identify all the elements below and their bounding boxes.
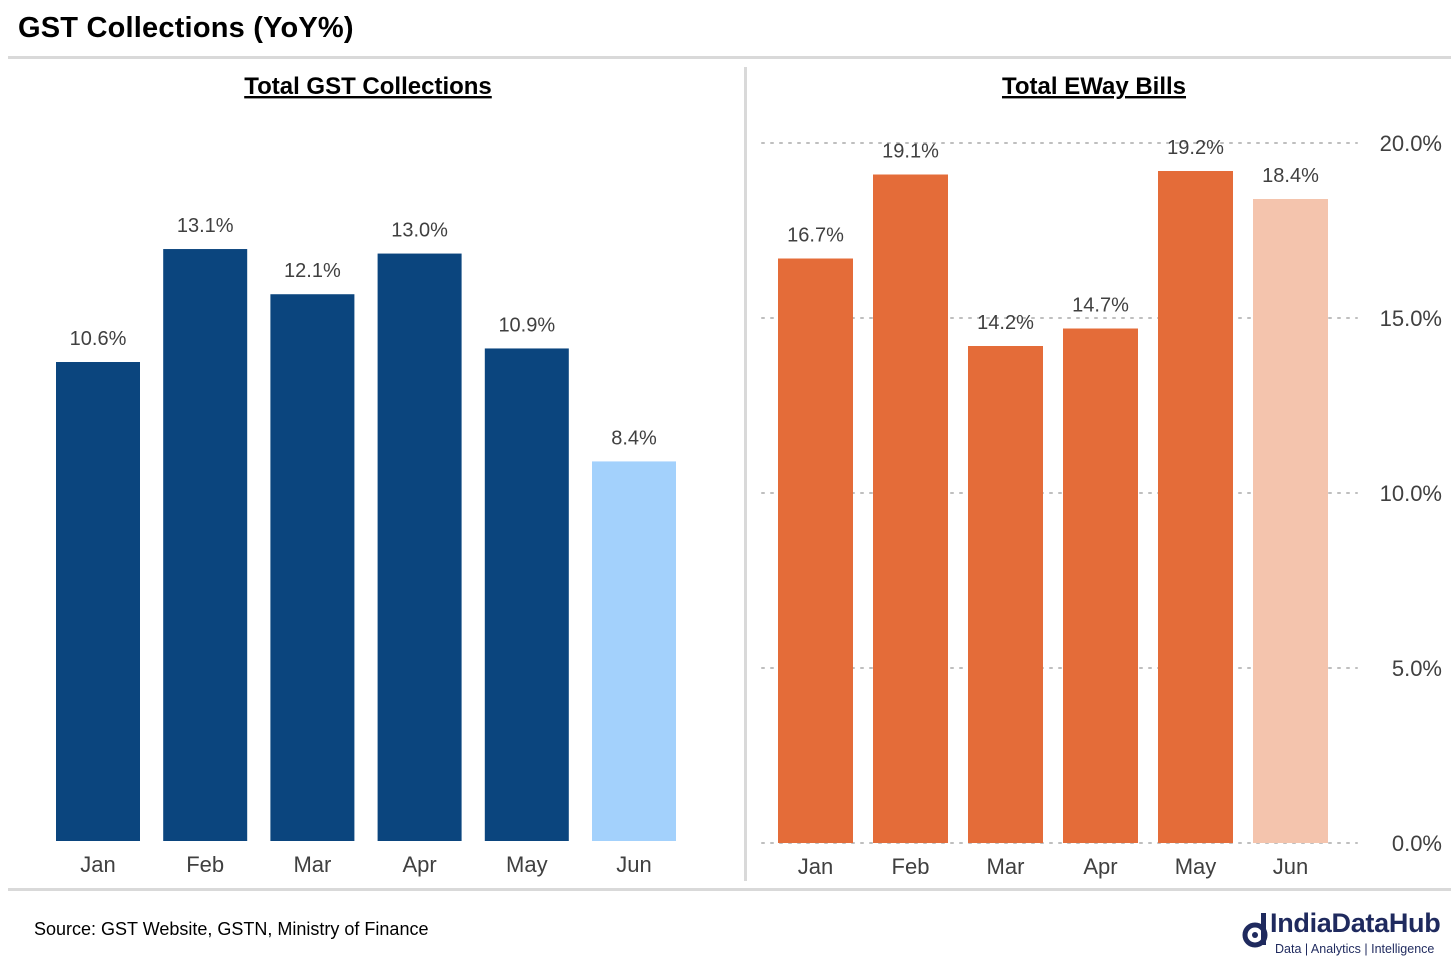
bar (56, 362, 140, 841)
logo-name: IndiaDataHub (1270, 908, 1441, 938)
chart-title: Total GST Collections (244, 73, 492, 100)
bottom-divider (8, 888, 1451, 891)
x-tick-label: Jan (80, 852, 115, 877)
gst-collections-chart: Total GST Collections 10.6% Jan 13.1% Feb 12… (56, 73, 676, 877)
data-label: 13.0% (391, 220, 448, 242)
data-label: 12.1% (284, 260, 341, 282)
x-tick-label: Apr (402, 852, 436, 877)
data-label: 18.4% (1262, 165, 1319, 187)
x-tick-label: May (506, 852, 548, 877)
y-tick-label: 5.0% (1392, 656, 1442, 681)
x-tick-label: Jan (798, 854, 833, 879)
x-tick-label: Jun (616, 852, 651, 877)
logo-tagline: Data | Analytics | Intelligence (1275, 942, 1435, 956)
data-label: 14.2% (977, 312, 1034, 334)
bar (377, 253, 462, 841)
source-note: Source: GST Website, GSTN, Ministry of F… (34, 919, 429, 939)
y-tick-label: 20.0% (1380, 131, 1442, 156)
eway-bills-chart: Total EWay Bills 0.0% 5.0% 10.0% 15.0% 20.0%… (761, 73, 1442, 879)
page-title: GST Collections (YoY%) (18, 12, 354, 44)
bar (778, 258, 853, 843)
panel-divider (744, 67, 747, 881)
plot-area: 10.6% Jan 13.1% Feb 12.1% Mar 13.0% Apr 10.9% May… (56, 215, 676, 877)
bar (270, 294, 355, 841)
x-tick-label: Feb (186, 852, 224, 877)
x-tick-label: May (1175, 854, 1217, 879)
data-label: 8.4% (611, 427, 657, 449)
chart-title: Total EWay Bills (1002, 73, 1186, 100)
data-label: 10.9% (498, 314, 555, 336)
brand-logo: IndiaDataHub Data | Analytics | Intellig… (1240, 908, 1452, 960)
y-tick-label: 0.0% (1392, 831, 1442, 856)
bar (1158, 171, 1233, 843)
y-tick-label: 10.0% (1380, 481, 1442, 506)
x-tick-label: Mar (293, 852, 331, 877)
bar (484, 348, 569, 841)
data-label: 19.2% (1167, 137, 1224, 159)
x-tick-label: Feb (892, 854, 930, 879)
data-label: 10.6% (70, 328, 127, 350)
data-label: 14.7% (1072, 295, 1129, 317)
logo-mark-icon (1242, 913, 1268, 948)
bar (1253, 199, 1328, 843)
bar (163, 249, 248, 841)
bar (1063, 328, 1138, 843)
data-label: 16.7% (787, 225, 844, 247)
data-label: 13.1% (177, 215, 234, 237)
plot-area: 0.0% 5.0% 10.0% 15.0% 20.0% 16.7% Jan 19.1% Feb 1… (761, 131, 1442, 879)
top-divider (8, 56, 1451, 59)
y-tick-label: 15.0% (1380, 306, 1442, 331)
bar (968, 346, 1043, 843)
x-tick-label: Apr (1083, 854, 1117, 879)
x-tick-label: Jun (1273, 854, 1308, 879)
x-tick-label: Mar (987, 854, 1025, 879)
bar (873, 174, 948, 843)
data-label: 19.1% (882, 141, 939, 163)
bar (592, 461, 676, 841)
